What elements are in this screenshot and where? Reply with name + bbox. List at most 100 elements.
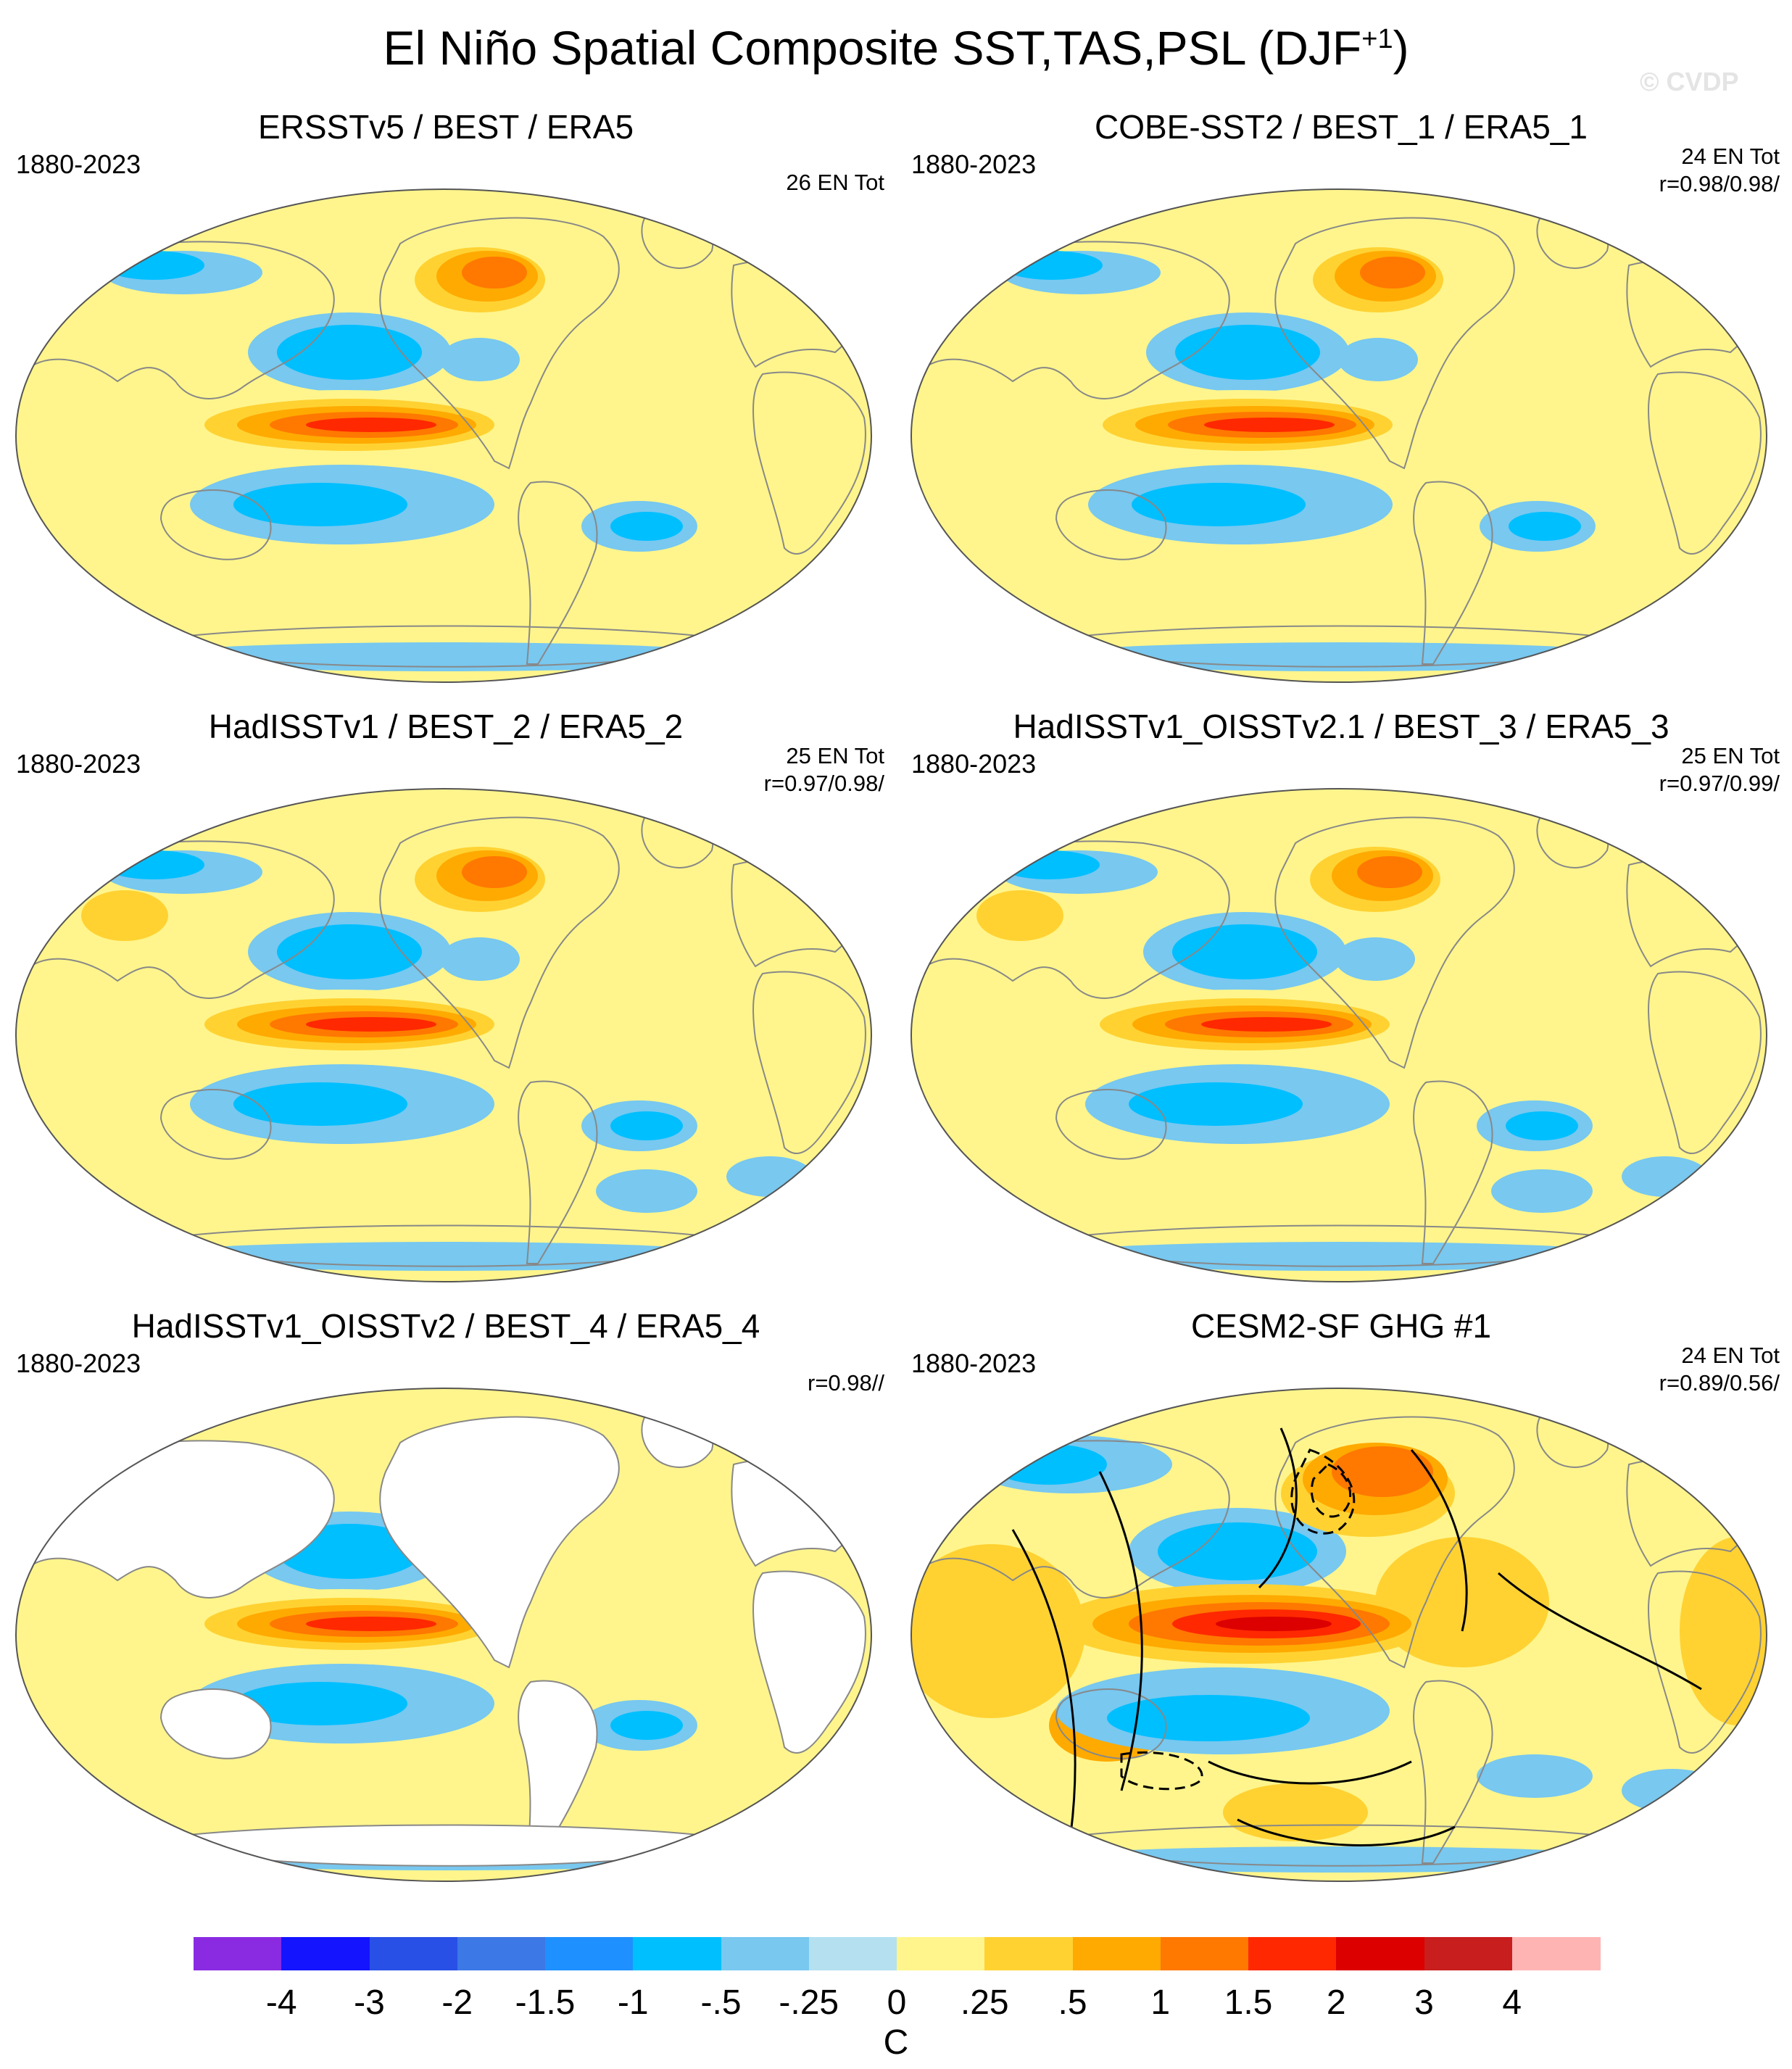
map-border (15, 1388, 872, 1882)
panel-event-count: 25 EN Tot (786, 743, 884, 768)
psl-contour (1237, 1818, 1456, 1846)
map-panel: ERSSTv5 / BEST / ERA5 1880-2023 26 EN To… (0, 107, 892, 687)
psl-contour (1258, 1427, 1298, 1589)
anomaly-region (1132, 483, 1306, 526)
psl-contour (1098, 1471, 1143, 1791)
anomaly-region (277, 924, 422, 979)
anomaly-region (480, 352, 639, 454)
coastline-south-america (518, 1080, 598, 1264)
anomaly-region (1622, 1769, 1723, 1812)
world-map (910, 788, 1767, 1282)
anomaly-region (1506, 1111, 1578, 1140)
coastline-south-america (1413, 1080, 1493, 1264)
coastline-north-america (379, 1416, 620, 1669)
colorbar-swatch (545, 1937, 634, 1970)
anomaly-region (976, 890, 1063, 941)
map-border (15, 188, 872, 683)
map-border (910, 188, 1767, 683)
anomaly-region (306, 418, 436, 432)
map-border (910, 1388, 1767, 1882)
panel-period: 1880-2023 (16, 149, 141, 179)
anomaly-region (1622, 1156, 1709, 1197)
coastline-north-america (379, 816, 620, 1069)
coastline-south-america (518, 481, 598, 665)
colorbar-tick-label: -1 (617, 1983, 649, 2022)
colorbar-tick-label: 3 (1414, 1983, 1434, 2022)
colorbar-swatch (1424, 1937, 1513, 1970)
map-panel: COBE-SST2 / BEST_1 / ERA5_1 1880-2023 24… (895, 107, 1787, 687)
panel-pattern-correlation: r=0.98/0.98/ (1659, 171, 1780, 196)
psl-contour (1011, 1529, 1077, 1835)
panel-title: CESM2-SF GHG #1 (1190, 1307, 1492, 1345)
psl-contour-negative (1120, 1751, 1203, 1791)
panel-period: 1880-2023 (911, 149, 1037, 179)
anomaly-region (233, 483, 407, 526)
panel-pattern-correlation: r=0.97/0.99/ (1659, 771, 1780, 796)
colorbar-swatch (1160, 1937, 1249, 1970)
coastline-north-america (1274, 1416, 1515, 1669)
panel-event-count: 26 EN Tot (786, 170, 884, 195)
anomaly-region (1190, 557, 1320, 626)
anomaly-region (440, 937, 520, 981)
anomaly-region (1107, 1695, 1310, 1741)
world-map (15, 188, 872, 683)
colorbar-tick-label: -.5 (700, 1983, 742, 2022)
map-panel: HadISSTv1_OISSTv2 / BEST_4 / ERA5_4 1880… (0, 1306, 892, 1886)
anomaly-region (480, 952, 639, 1053)
anomaly-region (1509, 512, 1581, 541)
anomaly-region (610, 512, 683, 541)
map-panel: CESM2-SF GHG #1 1880-2023 24 EN Tot r=0.… (895, 1306, 1787, 1886)
colorbar-swatch (457, 1937, 546, 1970)
cvdp-watermark: © CVDP (1640, 67, 1739, 96)
anomaly-region (1360, 257, 1425, 289)
colorbar-tick-label: 0 (887, 1983, 907, 2022)
panel-event-count: 24 EN Tot (1681, 1343, 1780, 1368)
anomaly-region (1037, 642, 1646, 671)
anomaly-region (462, 257, 527, 289)
panel-period: 1880-2023 (911, 749, 1037, 779)
anomaly-region (277, 325, 422, 380)
panel-title: HadISSTv1 / BEST_2 / ERA5_2 (208, 708, 684, 745)
colorbar-tick-label: 1.5 (1224, 1983, 1273, 2022)
coastline-eurasia-east (914, 241, 1230, 399)
panel-title: COBE-SST2 / BEST_1 / ERA5_1 (1094, 108, 1588, 146)
coastline-eurasia-west (731, 1458, 869, 1567)
colorbar-swatch (721, 1937, 810, 1970)
anomaly-region (1187, 1156, 1317, 1226)
coastline-south-america (1413, 481, 1493, 665)
coastline-eurasia-east (19, 840, 335, 999)
figure-title: El Niño Spatial Composite SST,TAS,PSL (D… (383, 21, 1409, 75)
panel-event-count: 25 EN Tot (1681, 743, 1780, 768)
coastline-africa (752, 971, 866, 1155)
colorbar-swatch (984, 1937, 1073, 1970)
world-map (910, 1388, 1767, 1882)
anomaly-region (139, 1242, 748, 1271)
colorbar-tick-label: .25 (960, 1983, 1009, 2022)
anomaly-region (1129, 1082, 1303, 1126)
colorbar-swatch (808, 1937, 897, 1970)
coastline-africa (752, 371, 866, 555)
colorbar-tick-label: .5 (1058, 1983, 1087, 2022)
colorbar-tick-label: -1.5 (515, 1983, 576, 2022)
anomaly-region (911, 1544, 1085, 1718)
coastline-north-america (1274, 816, 1515, 1069)
anomaly-region (291, 1156, 422, 1226)
colorbar-swatch (633, 1937, 721, 1970)
panel-title: HadISSTv1_OISSTv2.1 / BEST_3 / ERA5_3 (1013, 708, 1669, 745)
colorbar (194, 1937, 1601, 1970)
anomaly-region (1477, 1754, 1593, 1798)
colorbar-swatch (369, 1937, 458, 1970)
map-panel: HadISSTv1 / BEST_2 / ERA5_2 1880-2023 25… (0, 707, 892, 1287)
coastline-south-america (1413, 1680, 1493, 1864)
map-border (910, 788, 1767, 1282)
anomaly-region (306, 1017, 436, 1032)
coastline-australia (159, 1688, 272, 1759)
anomaly-region (1216, 1617, 1332, 1631)
map-border (15, 788, 872, 1282)
panel-period: 1880-2023 (911, 1348, 1037, 1378)
anomaly-region (291, 557, 422, 626)
coastline-africa (752, 1570, 866, 1754)
anomaly-region (462, 856, 527, 888)
anomaly-region (610, 1711, 683, 1740)
anomaly-region (1201, 1017, 1332, 1032)
